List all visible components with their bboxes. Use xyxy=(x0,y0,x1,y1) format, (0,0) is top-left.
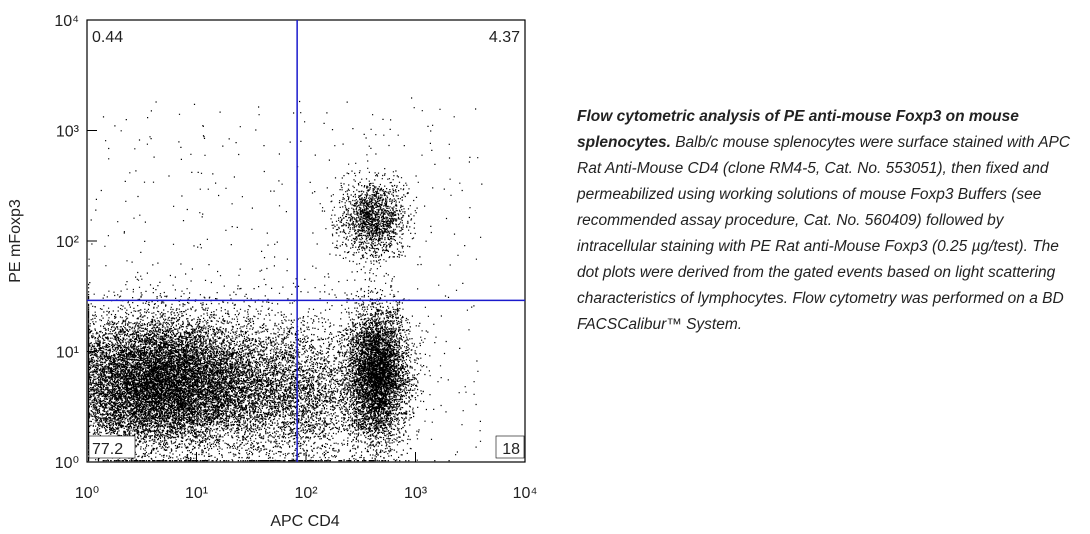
caption-text: Balb/c mouse splenocytes were surface st… xyxy=(577,134,1071,333)
chart: APC CD4 PE mFoxp3 10⁰ 10¹ 10² 10³ 10⁴ 10⁰ 10¹ 1… xyxy=(7,13,538,530)
x-tick-label: 10³ xyxy=(404,485,428,502)
y-tick-label: 10⁴ xyxy=(54,13,79,30)
x-tick-label: 10⁰ xyxy=(75,485,99,502)
caption: Flow cytometric analysis of PE anti-mous… xyxy=(577,104,1077,338)
quadrant-value: 18 xyxy=(502,441,520,458)
event-cloud xyxy=(88,97,483,462)
quadrant-value: 77.2 xyxy=(92,441,123,458)
quadrant-value: 0.44 xyxy=(92,29,123,46)
y-tick-label: 10¹ xyxy=(56,345,79,362)
quadrant-label-bg xyxy=(88,435,136,459)
x-tick-label: 10⁴ xyxy=(513,485,538,502)
y-tick-label: 10³ xyxy=(56,124,80,141)
quadrant-value: 4.37 xyxy=(489,29,520,46)
x-tick-label: 10² xyxy=(294,485,318,502)
y-tick-label: 10⁰ xyxy=(55,455,79,472)
y-tick-label: 10² xyxy=(56,234,80,251)
x-tick-label: 10¹ xyxy=(185,485,208,502)
x-axis-label: APC CD4 xyxy=(270,513,339,530)
caption-title: Flow cytometric analysis of PE anti-mous… xyxy=(577,108,1019,151)
quadrant-label-bg xyxy=(495,435,525,459)
y-axis-label: PE mFoxp3 xyxy=(7,199,24,283)
